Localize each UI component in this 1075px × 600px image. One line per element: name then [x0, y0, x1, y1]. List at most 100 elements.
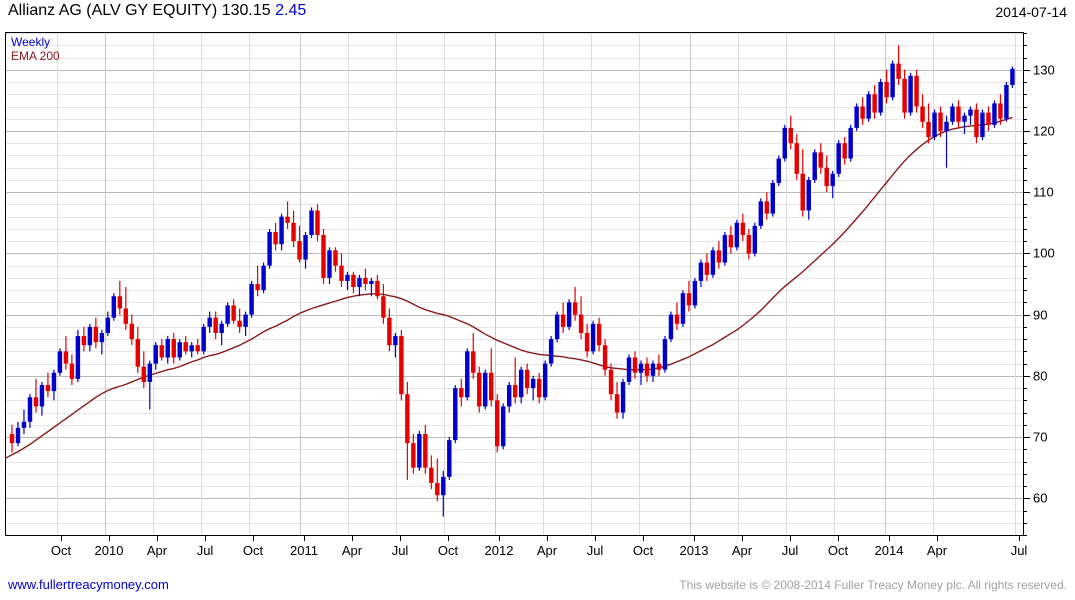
- gridline-minor: [6, 412, 1023, 414]
- price-change: 2.45: [275, 2, 307, 19]
- x-axis-label: Apr: [146, 543, 168, 558]
- gridline-minor: [6, 155, 1023, 157]
- y-axis-tick: [1024, 69, 1030, 71]
- y-axis-tick: [1024, 216, 1027, 218]
- x-axis-label: Apr: [341, 543, 363, 558]
- x-axis-tick: [889, 536, 890, 541]
- gridline-major: [6, 437, 1023, 438]
- gridline-minor: [6, 400, 1023, 402]
- gridline-minor: [6, 290, 1023, 292]
- plot-grid: [6, 33, 1023, 535]
- y-axis-tick: [1024, 143, 1027, 145]
- vertical-gridline: [591, 33, 592, 535]
- gridline-major: [6, 131, 1023, 132]
- y-axis-label: 60: [1033, 490, 1048, 506]
- vertical-gridline: [348, 33, 349, 535]
- footer-website-link[interactable]: www.fullertreacymoney.com: [8, 577, 169, 592]
- y-axis-tick: [1024, 265, 1027, 267]
- y-axis-tick: [1024, 118, 1027, 120]
- x-axis: Oct 2010 Apr Jul Oct 2011 Apr Jul Oct 2012 Apr Jul O…: [5, 536, 1028, 564]
- vertical-gridline: [201, 33, 202, 535]
- instrument-title-block: Allianz AG (ALV GY EQUITY) 130.15 2.45: [8, 2, 306, 20]
- x-axis-tick: [838, 536, 839, 541]
- y-axis-tick: [1024, 351, 1027, 353]
- x-axis-label: 2010: [94, 543, 124, 558]
- gridline-minor: [6, 241, 1023, 243]
- gridline-minor: [6, 143, 1023, 145]
- y-axis-tick: [1024, 473, 1027, 475]
- y-axis-tick: [1024, 314, 1030, 316]
- chart-date: 2014-07-14: [995, 4, 1067, 20]
- y-axis-label: 80: [1033, 368, 1048, 384]
- vertical-gridline: [495, 33, 496, 535]
- gridline-minor: [6, 326, 1023, 328]
- price-chart-area[interactable]: Weekly EMA 200: [5, 32, 1024, 536]
- y-axis-tick: [1024, 510, 1027, 512]
- gridline-major: [6, 253, 1023, 255]
- vertical-gridline: [444, 33, 445, 535]
- vertical-gridline: [300, 33, 301, 535]
- y-axis-tick: [1024, 363, 1027, 365]
- y-axis-tick: [1024, 82, 1027, 83]
- y-axis-label: 120: [1033, 123, 1055, 139]
- y-axis-label: 110: [1033, 184, 1054, 200]
- x-axis-label: Jul: [196, 543, 214, 558]
- gridline-minor: [6, 277, 1023, 279]
- y-axis-tick: [1024, 155, 1027, 157]
- x-axis-tick: [109, 536, 110, 541]
- gridline-minor: [6, 510, 1023, 512]
- y-axis-label: 130: [1033, 62, 1055, 78]
- x-axis-tick: [400, 536, 401, 541]
- gridline-minor: [6, 57, 1023, 59]
- y-axis-tick: [1024, 33, 1027, 34]
- y-axis-tick: [1024, 302, 1027, 304]
- vertical-gridline: [738, 33, 739, 535]
- y-axis-tick: [1024, 449, 1027, 451]
- gridline-minor: [6, 424, 1023, 426]
- footer-copyright: This website is © 2008-2014 Fuller Treac…: [679, 578, 1067, 592]
- gridline-minor: [6, 82, 1023, 83]
- x-axis-tick: [253, 536, 254, 541]
- gridline-minor: [6, 461, 1023, 463]
- gridline-minor: [6, 118, 1023, 120]
- gridline-minor: [6, 486, 1023, 487]
- candlestick-series: [9, 45, 1015, 517]
- y-axis-tick: [1024, 94, 1027, 96]
- gridline-minor: [6, 216, 1023, 218]
- x-axis-label: Jul: [391, 543, 409, 558]
- y-axis-tick: [1024, 106, 1027, 108]
- y-axis-tick: [1024, 131, 1030, 132]
- x-axis-label: Oct: [827, 543, 849, 558]
- gridline-minor: [6, 106, 1023, 108]
- legend-interval: Weekly: [11, 35, 51, 49]
- y-axis-label: 90: [1033, 307, 1048, 323]
- x-axis-tick: [742, 536, 743, 541]
- y-axis: 60 70 80 90 100 110 120 130: [1024, 32, 1075, 536]
- x-axis-tick: [61, 536, 62, 541]
- x-axis-tick: [304, 536, 305, 541]
- y-axis-label: 70: [1033, 429, 1048, 445]
- x-axis-tick: [937, 536, 938, 541]
- vertical-gridline: [1015, 33, 1016, 535]
- x-axis-tick: [448, 536, 449, 541]
- y-axis-label: 100: [1033, 245, 1055, 261]
- gridline-minor: [6, 363, 1023, 365]
- x-axis-label: Oct: [437, 543, 459, 558]
- x-axis-tick: [547, 536, 548, 541]
- last-price: 130.15: [221, 2, 271, 19]
- x-axis-tick: [499, 536, 500, 541]
- vertical-gridline: [690, 33, 691, 535]
- x-axis-tick: [157, 536, 158, 541]
- gridline-major: [6, 69, 1023, 71]
- vertical-gridline: [885, 33, 886, 535]
- x-axis-label: Jul: [1010, 543, 1028, 558]
- gridline-minor: [6, 302, 1023, 304]
- vertical-gridline: [396, 33, 397, 535]
- y-axis-tick: [1024, 204, 1027, 206]
- y-axis-tick: [1024, 45, 1027, 47]
- x-axis-label: Apr: [926, 543, 948, 558]
- y-axis-tick: [1024, 241, 1027, 243]
- x-axis-label: Jul: [586, 543, 604, 558]
- y-axis-tick: [1024, 192, 1030, 194]
